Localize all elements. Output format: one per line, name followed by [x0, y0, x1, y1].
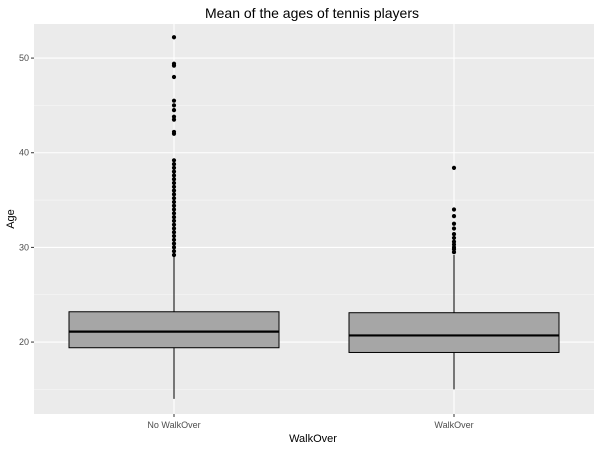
outlier-point — [171, 98, 177, 103]
outlier-point — [171, 222, 177, 227]
outlier-point — [171, 249, 177, 254]
outlier-point — [451, 221, 457, 226]
outlier-point — [451, 165, 457, 170]
outlier-point — [171, 74, 177, 80]
outlier-point — [451, 214, 457, 219]
box-body — [68, 311, 280, 349]
box-walkover — [348, 165, 560, 390]
outlier-point — [171, 180, 177, 186]
boxes-layer — [68, 35, 560, 399]
y-tick-label: 20 — [19, 337, 29, 347]
outlier-point — [451, 235, 457, 241]
outlier-point — [171, 161, 177, 167]
outlier-point — [171, 35, 177, 40]
outlier-point — [171, 184, 177, 189]
outlier-point — [171, 199, 177, 205]
x-tick-label: No WalkOver — [147, 420, 200, 430]
outlier-point — [451, 239, 457, 244]
y-tick-label: 50 — [19, 53, 29, 63]
outlier-point — [171, 158, 177, 163]
outlier-point — [451, 207, 457, 212]
outlier-point — [171, 252, 177, 258]
box-body — [348, 312, 560, 353]
outlier-point — [171, 192, 177, 197]
outlier-point — [171, 61, 177, 66]
y-tick-label: 30 — [19, 242, 29, 252]
chart-title: Mean of the ages of tennis players — [205, 5, 419, 21]
outlier-point — [171, 218, 177, 223]
outlier-point — [171, 226, 177, 231]
plot-panel — [34, 24, 594, 414]
outlier-point — [171, 211, 177, 216]
outlier-point — [171, 129, 177, 135]
outlier-point — [171, 169, 177, 174]
outlier-point — [171, 108, 177, 113]
outlier-point — [171, 237, 177, 242]
outlier-point — [171, 103, 177, 108]
outlier-point — [451, 232, 457, 237]
outlier-point — [171, 196, 177, 201]
outlier-point — [171, 173, 177, 178]
outlier-point — [171, 245, 177, 250]
x-tick-label: WalkOver — [434, 420, 473, 430]
outlier-point — [171, 188, 177, 193]
y-axis-title: Age — [5, 209, 17, 229]
outlier-point — [171, 207, 177, 212]
outlier-point — [171, 233, 177, 239]
outlier-point — [451, 226, 457, 231]
outlier-point — [171, 215, 177, 220]
x-axis-title: WalkOver — [289, 433, 337, 445]
outlier-point — [171, 241, 177, 246]
outlier-point — [171, 203, 177, 208]
outlier-point — [171, 230, 177, 235]
x-axis: No WalkOver WalkOver — [147, 414, 474, 430]
outlier-point — [171, 114, 177, 119]
y-axis: 20 30 40 50 — [19, 53, 34, 347]
y-tick-label: 40 — [19, 148, 29, 158]
outlier-point — [171, 177, 177, 182]
outlier-point — [171, 165, 177, 170]
box-no-walkover — [68, 35, 280, 399]
